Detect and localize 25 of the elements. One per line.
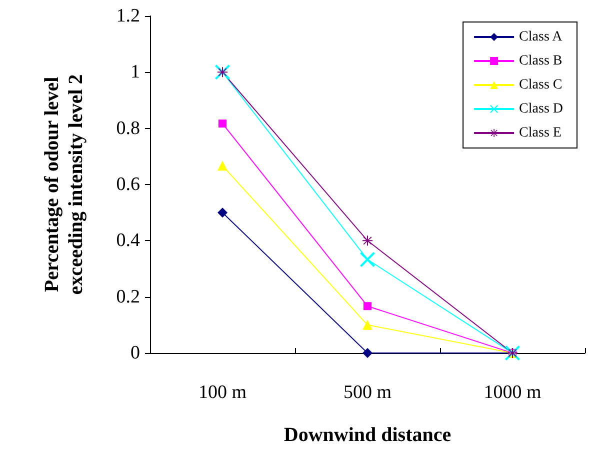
point [362, 320, 372, 330]
y-axis-title: Percentage of odour level exceeding intensity level 2 [41, 74, 87, 295]
legend-label: Class E [519, 126, 562, 140]
point [360, 252, 375, 267]
y-tick-label: 0.8 [116, 118, 140, 139]
y-tick-label: 0.6 [116, 174, 140, 195]
point [364, 302, 372, 310]
x-tick-label: 100 m [198, 382, 247, 403]
point [218, 160, 228, 171]
legend-label: Class D [519, 102, 564, 116]
x-tick-label: 500 m [343, 382, 392, 403]
y-tick-label: 1.2 [116, 6, 140, 26]
y-tick-label: 0 [130, 342, 140, 364]
legend-label: Class A [519, 30, 564, 44]
point [218, 208, 228, 218]
point [362, 348, 372, 358]
y-tick-label: 0.4 [116, 230, 140, 252]
point [362, 236, 372, 246]
x-axis-title: Downwind distance [284, 424, 452, 446]
legend-label: Class C [519, 78, 562, 92]
x-tick-label: 1000 m [484, 382, 542, 403]
y-tick-label: 1 [130, 62, 140, 83]
point [218, 120, 226, 128]
legend-label: Class B [519, 54, 562, 68]
y-tick-label: 0.2 [116, 286, 140, 308]
